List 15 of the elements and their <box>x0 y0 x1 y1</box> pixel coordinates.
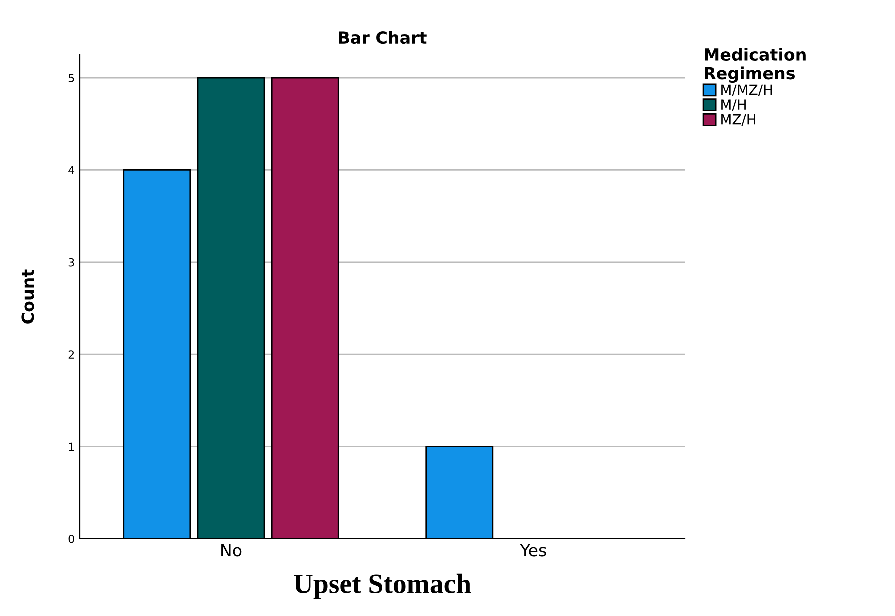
chart-title: Bar Chart <box>339 31 427 44</box>
legend-title: Medication Regimens <box>705 48 806 84</box>
y-tick-label: 4 <box>68 166 75 174</box>
y-axis-title: Count <box>22 270 34 324</box>
legend-label: M/MZ/H <box>722 84 772 96</box>
y-tick-label: 0 <box>68 534 74 544</box>
y-tick-label: 1 <box>69 442 74 452</box>
x-tick-label: Yes <box>520 544 546 557</box>
legend-label: M/H <box>722 100 746 112</box>
x-tick-label: No <box>222 544 242 557</box>
y-tick-label: 3 <box>68 258 74 267</box>
y-tick-label: 2 <box>68 350 74 359</box>
x-axis-title: Upset Stomach <box>294 574 472 600</box>
legend-label: MZ/H <box>722 114 756 126</box>
y-tick-label: 5 <box>68 74 74 82</box>
